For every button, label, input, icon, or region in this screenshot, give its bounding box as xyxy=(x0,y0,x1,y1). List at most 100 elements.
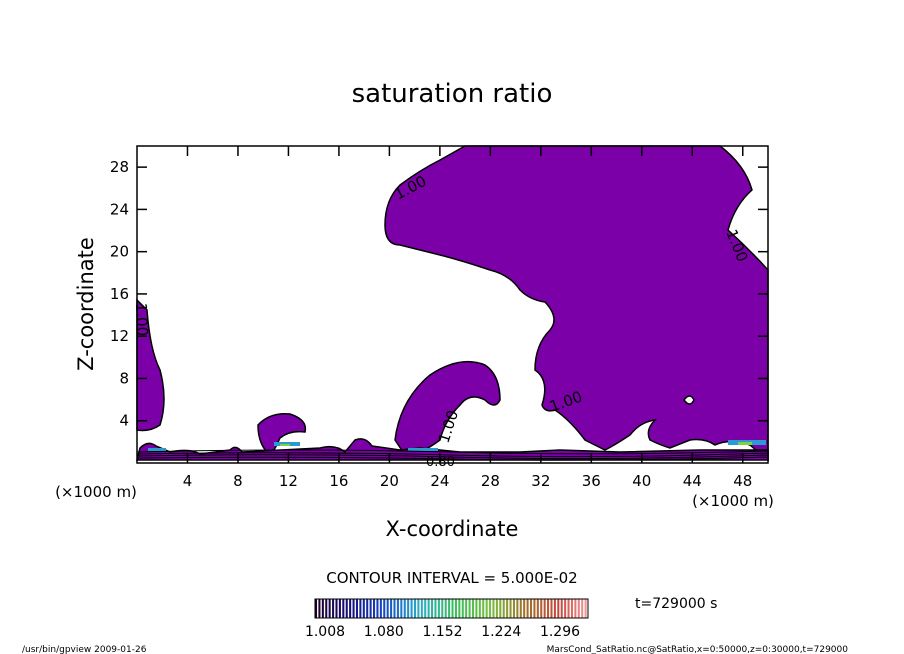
colorbar-stripe xyxy=(431,599,433,618)
colorbar-stripe xyxy=(438,599,440,618)
colorbar-stripe xyxy=(318,599,320,618)
colorbar-stripe xyxy=(472,599,474,618)
y-tick-label: 28 xyxy=(110,158,129,176)
colorbar-stripe xyxy=(387,599,389,618)
contour-interval: CONTOUR INTERVAL = 5.000E-02 xyxy=(326,569,577,587)
colorbar-stripe xyxy=(411,599,413,618)
chart-title: saturation ratio xyxy=(352,79,553,109)
colorbar-stripe xyxy=(506,599,508,618)
x-tick-label: 48 xyxy=(733,472,752,490)
colorbar-tick-label: 1.152 xyxy=(422,624,462,640)
y-tick-label: 12 xyxy=(110,327,129,345)
colorbar-stripe xyxy=(557,599,559,618)
x-tick-label: 24 xyxy=(430,472,449,490)
colorbar-stripe xyxy=(373,599,375,618)
y-tick-label: 20 xyxy=(110,243,129,261)
colorbar-stripe xyxy=(578,599,580,618)
colorbar-stripe xyxy=(503,599,505,618)
spot xyxy=(408,448,438,451)
colorbar-stripe xyxy=(547,599,549,618)
colorbar-stripe xyxy=(537,599,539,618)
colorbar-stripe xyxy=(482,599,484,618)
colorbar-stripe xyxy=(544,599,546,618)
colorbar-stripe xyxy=(554,599,556,618)
colorbar-stripe xyxy=(356,599,358,618)
colorbar-stripe xyxy=(469,599,471,618)
colorbar-stripe xyxy=(530,599,532,618)
y-tick-label: 4 xyxy=(119,412,129,430)
footer-right: MarsCond_SatRatio.nc@SatRatio,x=0:50000,… xyxy=(547,645,849,654)
colorbar-tick-label: 1.296 xyxy=(540,624,580,640)
colorbar-stripe xyxy=(550,599,552,618)
x-axis-label: X-coordinate xyxy=(386,517,519,541)
colorbar-stripe xyxy=(342,599,344,618)
x-tick-label: 44 xyxy=(683,472,702,490)
y-tick-label: 8 xyxy=(119,369,129,387)
colorbar-stripe xyxy=(322,599,324,618)
colorbar-stripe xyxy=(520,599,522,618)
colorbar-stripe xyxy=(339,599,341,618)
colorbar-stripe xyxy=(390,599,392,618)
spot xyxy=(280,444,290,446)
colorbar-stripe xyxy=(393,599,395,618)
colorbar-stripe xyxy=(510,599,512,618)
colorbar-stripe xyxy=(346,599,348,618)
colorbar-stripe xyxy=(335,599,337,618)
colorbar-stripe xyxy=(561,599,563,618)
colorbar-stripe xyxy=(585,599,587,618)
time-label: t=729000 s xyxy=(635,596,717,612)
colorbar-stripe xyxy=(434,599,436,618)
colorbar-stripe xyxy=(458,599,460,618)
colorbar-stripe xyxy=(499,599,501,618)
x-tick-label: 20 xyxy=(380,472,399,490)
colorbar-stripe xyxy=(571,599,573,618)
footer-left: /usr/bin/gpview 2009-01-26 xyxy=(22,645,147,654)
colorbar-stripe xyxy=(452,599,454,618)
colorbar-stripe xyxy=(400,599,402,618)
colorbar-stripe xyxy=(475,599,477,618)
colorbar-stripe xyxy=(581,599,583,618)
colorbar-tick-label: 1.224 xyxy=(481,624,521,640)
colorbar-stripe xyxy=(445,599,447,618)
colorbar-stripe xyxy=(424,599,426,618)
colorbar-stripe xyxy=(329,599,331,618)
x-tick-label: 8 xyxy=(233,472,243,490)
spot xyxy=(148,448,166,451)
colorbar-stripe xyxy=(404,599,406,618)
colorbar-stripe xyxy=(479,599,481,618)
colorbar-stripe xyxy=(489,599,491,618)
colorbar-stripe xyxy=(465,599,467,618)
colorbar-tick-label: 1.080 xyxy=(364,624,404,640)
colorbar-stripe xyxy=(325,599,327,618)
colorbar-stripe xyxy=(421,599,423,618)
colorbar-stripe xyxy=(428,599,430,618)
y-tick-label: 16 xyxy=(110,285,129,303)
colorbar-stripe xyxy=(523,599,525,618)
x-tick-label: 32 xyxy=(531,472,550,490)
x-tick-label: 12 xyxy=(279,472,298,490)
colorbar-tick-label: 1.008 xyxy=(305,624,345,640)
colorbar-stripe xyxy=(448,599,450,618)
x-unit-label: (×1000 m) xyxy=(692,492,774,510)
y-axis-label: Z-coordinate xyxy=(74,237,98,371)
colorbar-stripe xyxy=(527,599,529,618)
colorbar-stripe xyxy=(496,599,498,618)
colorbar-stripe xyxy=(397,599,399,618)
colorbar-stripe xyxy=(513,599,515,618)
colorbar-stripe xyxy=(349,599,351,618)
x-tick-label: 36 xyxy=(582,472,601,490)
x-tick-label: 28 xyxy=(481,472,500,490)
x-tick-label: 4 xyxy=(183,472,193,490)
colorbar-stripe xyxy=(359,599,361,618)
colorbar-stripe xyxy=(383,599,385,618)
contour-label: 1.00 xyxy=(132,303,151,337)
colorbar-stripe xyxy=(407,599,409,618)
colorbar-stripe xyxy=(568,599,570,618)
colorbar-stripe xyxy=(376,599,378,618)
colorbar-stripe xyxy=(564,599,566,618)
colorbar-stripe xyxy=(492,599,494,618)
colorbar-ticks: 1.008 1.080 1.152 1.224 1.296 xyxy=(305,624,580,640)
x-tick-label: 16 xyxy=(329,472,348,490)
colorbar-stripe xyxy=(574,599,576,618)
